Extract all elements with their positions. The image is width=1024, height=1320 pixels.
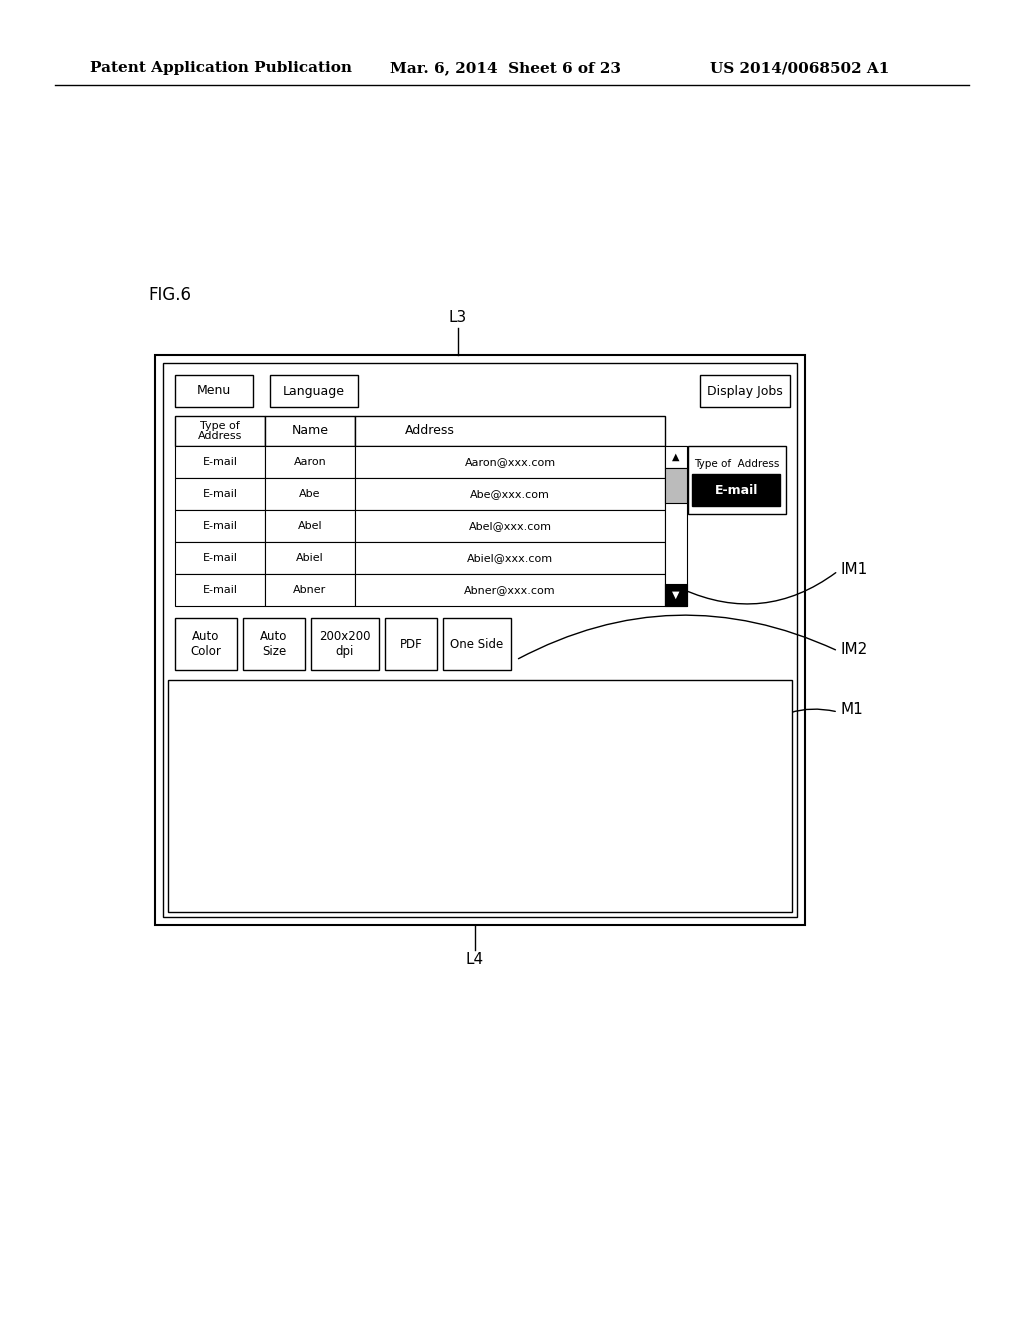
- Text: Abiel@xxx.com: Abiel@xxx.com: [467, 553, 553, 564]
- Text: Name: Name: [292, 425, 329, 437]
- Text: PDF: PDF: [399, 638, 422, 651]
- Text: IM2: IM2: [840, 643, 867, 657]
- Bar: [175, 416, 265, 446]
- Text: E-mail: E-mail: [203, 553, 238, 564]
- Text: E-mail: E-mail: [203, 488, 238, 499]
- Bar: [265, 446, 355, 478]
- Text: Abner@xxx.com: Abner@xxx.com: [464, 585, 556, 595]
- Text: Aaron: Aaron: [294, 457, 327, 467]
- Text: Abe@xxx.com: Abe@xxx.com: [470, 488, 550, 499]
- Bar: [443, 618, 511, 671]
- Text: E-mail: E-mail: [203, 585, 238, 595]
- Text: 200x200
dpi: 200x200 dpi: [319, 630, 371, 657]
- Bar: [270, 375, 358, 407]
- Bar: [265, 416, 355, 446]
- Text: Menu: Menu: [197, 384, 231, 397]
- Text: Language: Language: [283, 384, 345, 397]
- Text: FIG.6: FIG.6: [148, 286, 191, 304]
- Bar: [163, 363, 797, 917]
- Bar: [175, 478, 265, 510]
- Bar: [692, 474, 780, 506]
- Bar: [355, 416, 665, 446]
- Text: L3: L3: [449, 310, 467, 326]
- Text: Abner: Abner: [293, 585, 327, 595]
- Text: Aaron@xxx.com: Aaron@xxx.com: [465, 457, 556, 467]
- Bar: [175, 574, 265, 606]
- Text: E-mail: E-mail: [203, 521, 238, 531]
- Bar: [265, 543, 355, 574]
- Text: Type of  Address: Type of Address: [694, 459, 779, 469]
- Bar: [265, 574, 355, 606]
- Bar: [355, 543, 665, 574]
- Bar: [175, 375, 253, 407]
- Text: Mar. 6, 2014  Sheet 6 of 23: Mar. 6, 2014 Sheet 6 of 23: [390, 61, 621, 75]
- Text: US 2014/0068502 A1: US 2014/0068502 A1: [710, 61, 890, 75]
- Bar: [243, 618, 305, 671]
- Bar: [175, 510, 265, 543]
- Text: Abel: Abel: [298, 521, 323, 531]
- Text: Auto
Size: Auto Size: [260, 630, 288, 657]
- Text: Abel@xxx.com: Abel@xxx.com: [469, 521, 552, 531]
- Text: L4: L4: [466, 953, 484, 968]
- Text: ▲: ▲: [672, 451, 680, 462]
- Bar: [385, 618, 437, 671]
- Bar: [665, 583, 687, 606]
- Text: ▼: ▼: [672, 590, 680, 601]
- Text: Abe: Abe: [299, 488, 321, 499]
- Bar: [665, 469, 687, 503]
- Text: Address: Address: [406, 425, 455, 437]
- Bar: [175, 446, 265, 478]
- Text: Display Jobs: Display Jobs: [708, 384, 783, 397]
- Bar: [355, 510, 665, 543]
- Bar: [700, 375, 790, 407]
- Bar: [265, 478, 355, 510]
- Bar: [175, 543, 265, 574]
- Text: Type of
Address: Type of Address: [198, 421, 243, 441]
- Text: M1: M1: [840, 702, 863, 718]
- Text: E-mail: E-mail: [716, 483, 759, 496]
- Text: Patent Application Publication: Patent Application Publication: [90, 61, 352, 75]
- Bar: [688, 446, 786, 513]
- Bar: [168, 680, 792, 912]
- Text: Abiel: Abiel: [296, 553, 324, 564]
- Bar: [265, 510, 355, 543]
- Text: IM1: IM1: [840, 562, 867, 578]
- Bar: [355, 478, 665, 510]
- Bar: [355, 574, 665, 606]
- Bar: [665, 446, 687, 606]
- Text: E-mail: E-mail: [203, 457, 238, 467]
- Bar: [155, 355, 805, 925]
- Bar: [175, 618, 237, 671]
- Bar: [355, 446, 665, 478]
- Text: One Side: One Side: [451, 638, 504, 651]
- Bar: [311, 618, 379, 671]
- Text: Auto
Color: Auto Color: [190, 630, 221, 657]
- Bar: [665, 446, 687, 469]
